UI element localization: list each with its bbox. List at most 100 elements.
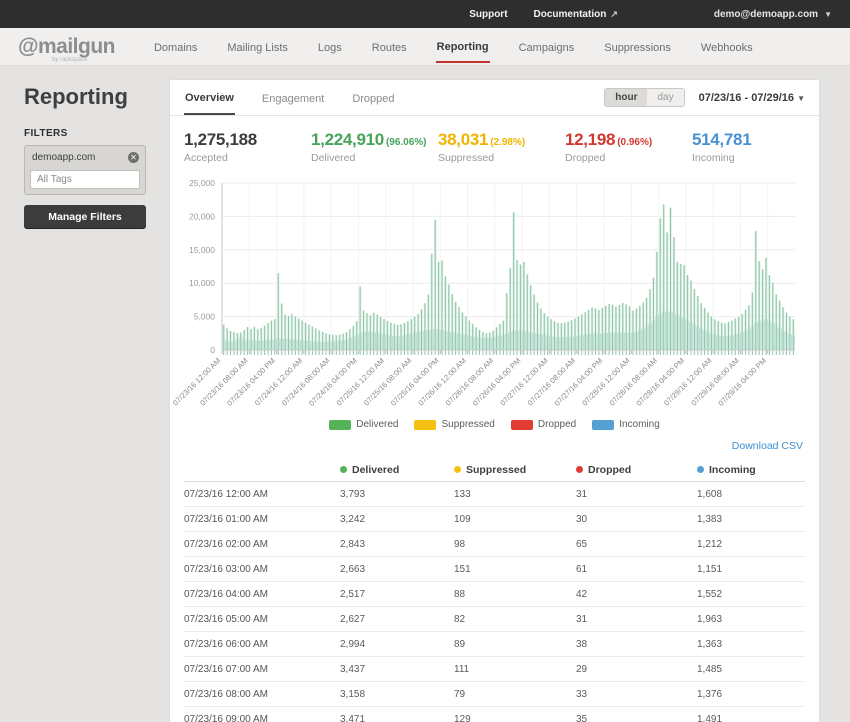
- download-csv-link[interactable]: Download CSV: [732, 440, 803, 452]
- table-row: 07/23/16 01:00 AM3,242109301,383: [184, 507, 805, 532]
- table-row: 07/23/16 06:00 AM2,99489381,363: [184, 632, 805, 657]
- domain-filter-label: demoapp.com: [32, 152, 95, 163]
- svg-text:07/25/16 08:00 AM: 07/25/16 08:00 AM: [362, 356, 413, 407]
- table-row: 07/23/16 05:00 AM2,62782311,963: [184, 607, 805, 632]
- page-title: Reporting: [24, 84, 170, 110]
- chevron-down-icon: ▼: [824, 10, 832, 19]
- svg-text:0: 0: [210, 345, 215, 355]
- table-row: 07/23/16 12:00 AM3,793133311,608: [184, 482, 805, 507]
- manage-filters-button[interactable]: Manage Filters: [24, 205, 146, 228]
- dropped-dot-icon: [576, 466, 583, 473]
- tabs-row: Overview Engagement Dropped hour day 07/…: [170, 80, 819, 116]
- suppressed-dot-icon: [454, 466, 461, 473]
- svg-text:07/26/16 04:00 PM: 07/26/16 04:00 PM: [471, 356, 523, 408]
- mailgun-logo[interactable]: @mailgun by rackspace: [18, 35, 115, 59]
- toggle-hour[interactable]: hour: [605, 89, 647, 106]
- svg-text:07/29/16 04:00 PM: 07/29/16 04:00 PM: [716, 356, 768, 408]
- table-header: DeliveredSuppressedDroppedIncoming: [184, 458, 805, 482]
- logo-subtext: by rackspace: [52, 57, 87, 63]
- tab-engagement[interactable]: Engagement: [261, 82, 325, 114]
- column-header-dropped: Dropped: [576, 464, 697, 476]
- main-nav: @mailgun by rackspace Domains Mailing Lis…: [0, 28, 850, 66]
- external-link-icon: ↗: [610, 9, 618, 20]
- documentation-link[interactable]: Documentation ↗: [534, 9, 618, 20]
- table-row: 07/23/16 08:00 AM3,15879331,376: [184, 682, 805, 707]
- chart-canvas: 0 5,000 10,000 15,000 20,000 25,000 07/23/16 1…: [170, 174, 818, 412]
- svg-text:07/27/16 12:00 AM: 07/27/16 12:00 AM: [498, 356, 549, 407]
- nav-item-logs[interactable]: Logs: [317, 32, 343, 62]
- date-range-picker[interactable]: 07/23/16 - 07/29/16 ▼: [699, 92, 805, 104]
- svg-text:5,000: 5,000: [194, 312, 216, 322]
- hourly-table: DeliveredSuppressedDroppedIncoming 07/23…: [184, 458, 805, 722]
- main-area: Reporting FILTERS demoapp.com ✕ Manage F…: [0, 66, 850, 722]
- legend-item-incoming: Incoming: [592, 419, 660, 430]
- table-body: 07/23/16 12:00 AM3,793133311,60807/23/16…: [184, 482, 805, 722]
- svg-text:15,000: 15,000: [189, 245, 215, 255]
- support-link[interactable]: Support: [469, 9, 507, 20]
- stat-delivered: 1,224,910(96.06%)Delivered: [311, 130, 438, 164]
- svg-text:07/23/16 12:00 AM: 07/23/16 12:00 AM: [171, 356, 222, 407]
- account-menu[interactable]: demo@demoapp.com ▼: [714, 9, 832, 20]
- table-row: 07/23/16 07:00 AM3,437111291,485: [184, 657, 805, 682]
- svg-text:07/26/16 08:00 AM: 07/26/16 08:00 AM: [444, 356, 495, 407]
- nav-item-routes[interactable]: Routes: [371, 32, 408, 62]
- interval-toggle: hour day: [604, 88, 684, 107]
- toggle-day[interactable]: day: [647, 89, 683, 106]
- svg-text:07/24/16 04:00 PM: 07/24/16 04:00 PM: [307, 356, 359, 408]
- table-row: 07/23/16 09:00 AM3,471129351,491: [184, 707, 805, 722]
- svg-text:07/28/16 08:00 AM: 07/28/16 08:00 AM: [608, 356, 659, 407]
- nav-item-domains[interactable]: Domains: [153, 32, 198, 62]
- sidebar: Reporting FILTERS demoapp.com ✕ Manage F…: [0, 66, 170, 228]
- column-header-delivered: Delivered: [340, 464, 454, 476]
- tags-input[interactable]: [30, 170, 140, 189]
- svg-text:07/23/16 04:00 PM: 07/23/16 04:00 PM: [225, 356, 277, 408]
- delivered-dot-icon: [340, 466, 347, 473]
- svg-text:07/24/16 08:00 AM: 07/24/16 08:00 AM: [280, 356, 331, 407]
- nav-item-suppressions[interactable]: Suppressions: [603, 32, 672, 62]
- nav-items: Domains Mailing Lists Logs Routes Reporting C…: [153, 31, 754, 63]
- nav-item-webhooks[interactable]: Webhooks: [700, 32, 754, 62]
- legend-item-dropped: Dropped: [511, 419, 576, 430]
- svg-text:07/27/16 04:00 PM: 07/27/16 04:00 PM: [553, 356, 605, 408]
- stat-accepted: 1,275,188Accepted: [184, 130, 311, 164]
- table-row: 07/23/16 03:00 AM2,663151611,151: [184, 557, 805, 582]
- filter-box: demoapp.com ✕: [24, 145, 146, 195]
- incoming-dot-icon: [697, 466, 704, 473]
- stat-incoming: 514,781Incoming: [692, 130, 819, 164]
- table-row: 07/23/16 04:00 AM2,51788421,552: [184, 582, 805, 607]
- legend-item-suppressed: Suppressed: [414, 419, 494, 430]
- stat-dropped: 12,198(0.96%)Dropped: [565, 130, 692, 164]
- svg-text:07/23/16 08:00 AM: 07/23/16 08:00 AM: [198, 356, 249, 407]
- svg-text:10,000: 10,000: [189, 278, 215, 288]
- tab-overview[interactable]: Overview: [184, 81, 235, 115]
- svg-text:07/24/16 12:00 AM: 07/24/16 12:00 AM: [253, 356, 304, 407]
- legend-swatch-icon: [511, 420, 533, 430]
- svg-text:07/26/16 12:00 AM: 07/26/16 12:00 AM: [417, 356, 468, 407]
- svg-text:07/29/16 12:00 AM: 07/29/16 12:00 AM: [662, 356, 713, 407]
- content-card: Overview Engagement Dropped hour day 07/…: [170, 80, 819, 722]
- legend-swatch-icon: [592, 420, 614, 430]
- chart-legend: Delivered Suppressed Dropped Incoming: [170, 419, 819, 430]
- legend-swatch-icon: [329, 420, 351, 430]
- stat-suppressed: 38,031(2.98%)Suppressed: [438, 130, 565, 164]
- filters-label: FILTERS: [24, 128, 170, 139]
- nav-item-mailing-lists[interactable]: Mailing Lists: [226, 32, 289, 62]
- svg-text:07/25/16 04:00 PM: 07/25/16 04:00 PM: [389, 356, 441, 408]
- stats-row: 1,275,188Accepted1,224,910(96.06%)Delive…: [170, 116, 819, 174]
- svg-text:07/29/16 08:00 AM: 07/29/16 08:00 AM: [689, 356, 740, 407]
- domain-filter-chip: demoapp.com ✕: [30, 151, 140, 169]
- svg-text:25,000: 25,000: [189, 178, 215, 188]
- chevron-down-icon: ▼: [797, 94, 805, 103]
- legend-item-delivered: Delivered: [329, 419, 398, 430]
- legend-swatch-icon: [414, 420, 436, 430]
- traffic-chart: 0 5,000 10,000 15,000 20,000 25,000 07/23/16 1…: [170, 174, 819, 417]
- svg-text:07/25/16 12:00 AM: 07/25/16 12:00 AM: [335, 356, 386, 407]
- svg-text:20,000: 20,000: [189, 211, 215, 221]
- svg-text:07/28/16 04:00 PM: 07/28/16 04:00 PM: [635, 356, 687, 408]
- nav-item-reporting[interactable]: Reporting: [436, 31, 490, 63]
- tab-dropped[interactable]: Dropped: [351, 82, 395, 114]
- remove-filter-icon[interactable]: ✕: [128, 152, 139, 163]
- svg-text:07/27/16 08:00 AM: 07/27/16 08:00 AM: [526, 356, 577, 407]
- nav-item-campaigns[interactable]: Campaigns: [518, 32, 576, 62]
- table-row: 07/23/16 02:00 AM2,84398651,212: [184, 532, 805, 557]
